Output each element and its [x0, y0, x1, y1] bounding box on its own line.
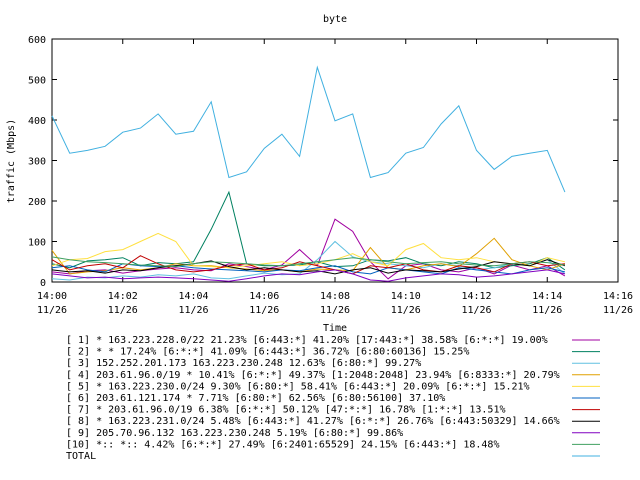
x-tick-date-label: 11/26	[603, 305, 633, 316]
x-tick-date-label: 11/26	[320, 305, 350, 316]
x-tick-time-label: 14:02	[108, 291, 138, 302]
legend-label: [ 9] 205.70.96.132 163.223.230.248 5.19%…	[66, 428, 403, 439]
x-tick-date-label: 11/26	[391, 305, 421, 316]
chart-title: byte	[323, 14, 347, 25]
legend-label: [ 6] 203.61.121.174 * 7.71% [6:80:*] 62.…	[66, 393, 445, 404]
x-tick-time-label: 14:14	[532, 291, 562, 302]
series-line-4	[51, 237, 566, 275]
series-line-8	[51, 259, 566, 275]
legend-label: [ 7] * 203.61.96.0/19 6.38% [6:*:*] 50.1…	[66, 405, 506, 416]
y-ticks: 0 100 200 300 400 500 600	[28, 35, 618, 289]
legend-label: [ 8] * 163.223.231.0/24 5.48% [6:443:*] …	[66, 416, 560, 427]
y-axis-label: traffic (Mbps)	[6, 119, 17, 203]
x-axis-label: Time	[323, 323, 347, 334]
x-tick-time-label: 14:06	[249, 291, 279, 302]
series-lines	[51, 65, 566, 282]
series-line-7	[51, 255, 565, 275]
legend: [ 1] * 163.223.228.0/22 21.23% [6:443:*]…	[66, 335, 600, 462]
legend-label: [10] *:: *:: 4.42% [6:*:*] 27.49% [6:240…	[66, 439, 499, 450]
series-line-11	[51, 65, 566, 193]
x-tick-date-label: 11/26	[532, 305, 562, 316]
x-tick-time-label: 14:16	[603, 291, 633, 302]
series-line-6	[51, 263, 566, 275]
x-tick-date-label: 11/26	[37, 305, 67, 316]
x-tick-date-label: 11/26	[108, 305, 138, 316]
legend-label: [ 5] * 163.223.230.0/24 9.30% [6:80:*] 5…	[66, 381, 530, 392]
x-tick-time-label: 14:10	[391, 291, 421, 302]
legend-label: [ 4] 203.61.96.0/19 * 10.41% [6:*:*] 49.…	[66, 370, 560, 381]
y-tick-label: 300	[28, 157, 46, 168]
y-tick-label: 500	[28, 76, 46, 87]
legend-label: [ 3] 152.252.201.173 163.223.230.248 12.…	[66, 358, 421, 369]
x-tick-time-label: 14:00	[37, 291, 67, 302]
series-line-10	[51, 256, 565, 268]
y-tick-label: 400	[28, 116, 46, 127]
y-tick-label: 600	[28, 35, 46, 46]
x-tick-date-label: 11/26	[178, 305, 208, 316]
y-tick-label: 100	[28, 238, 46, 249]
y-tick-label: 200	[28, 197, 46, 208]
x-tick-date-label: 11/26	[249, 305, 279, 316]
series-line-3	[51, 240, 566, 281]
x-ticks: 14:00 11/26 14:02 11/26 14:04 11/26 14:06 11/26…	[37, 39, 633, 316]
x-tick-date-label: 11/26	[461, 305, 491, 316]
legend-label: [ 2] * * 17.24% [6:*:*] 41.09% [6:443:*]…	[66, 347, 469, 358]
x-tick-time-label: 14:08	[320, 291, 350, 302]
plot-frame	[51, 38, 619, 283]
y-tick-label: 0	[40, 278, 46, 289]
series-line-9	[51, 269, 566, 282]
legend-label: [ 1] * 163.223.228.0/22 21.23% [6:443:*]…	[66, 335, 548, 346]
x-tick-time-label: 14:12	[461, 291, 491, 302]
legend-label: TOTAL	[66, 451, 96, 462]
series-line-5	[51, 232, 566, 269]
x-tick-time-label: 14:04	[178, 291, 208, 302]
